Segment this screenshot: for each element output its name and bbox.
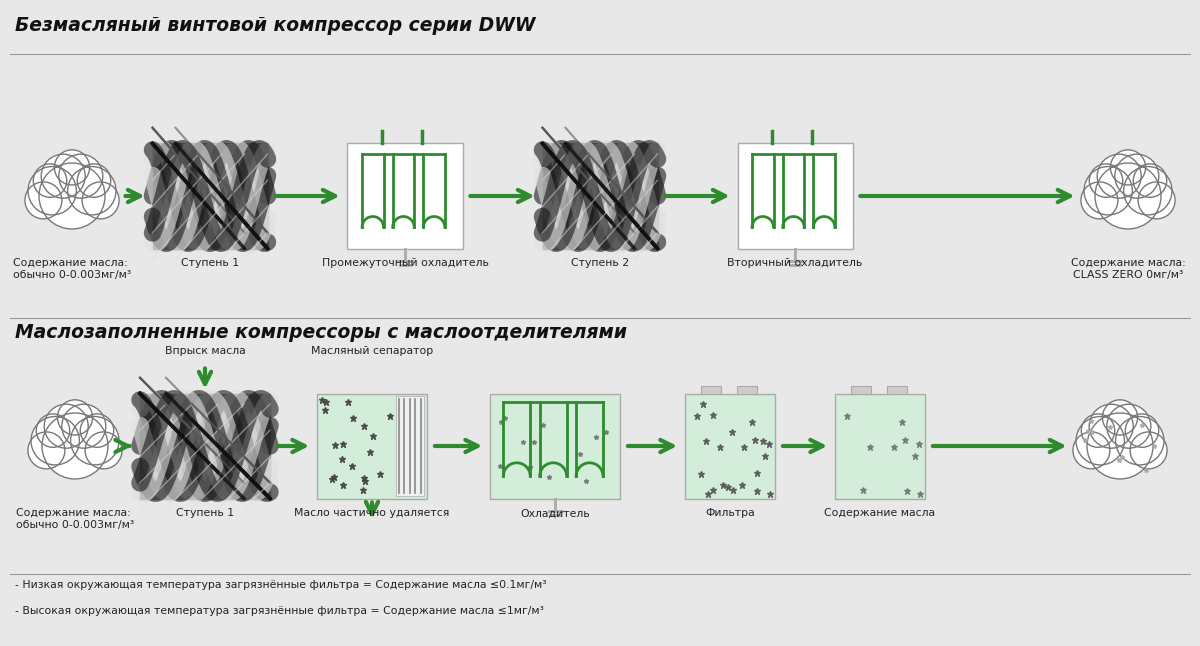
Bar [490, 393, 620, 499]
Circle shape [1087, 413, 1153, 479]
Text: Безмасляный винтовой компрессор серии DWW: Безмасляный винтовой компрессор серии DW… [14, 16, 535, 35]
Circle shape [59, 154, 103, 198]
Text: Впрыск масла: Впрыск масла [164, 346, 245, 355]
Text: Масло частично удаляется: Масло частично удаляется [294, 508, 450, 519]
Circle shape [1084, 167, 1133, 215]
Circle shape [58, 400, 92, 435]
Text: Содержание масла:
обычно 0-0.003мг/м³: Содержание масла: обычно 0-0.003мг/м³ [13, 258, 131, 280]
Bar [701, 386, 721, 393]
Bar [685, 393, 775, 499]
Circle shape [1106, 404, 1151, 448]
Circle shape [54, 150, 90, 185]
Circle shape [28, 167, 77, 215]
Bar [396, 395, 424, 496]
Text: Ступень 2: Ступень 2 [571, 258, 629, 269]
Circle shape [25, 182, 62, 219]
Text: Охладитель: Охладитель [520, 508, 590, 519]
Bar [542, 143, 658, 249]
Text: Масляный сепаратор: Масляный сепаратор [311, 346, 433, 355]
Circle shape [34, 164, 67, 197]
Bar [851, 386, 871, 393]
Text: Ступень 1: Ступень 1 [181, 258, 239, 269]
Text: Ступень 1: Ступень 1 [176, 508, 234, 519]
Text: Фильтра: Фильтра [706, 508, 755, 519]
Text: Содержание масла:
CLASS ZERO 0мг/м³: Содержание масла: CLASS ZERO 0мг/м³ [1070, 258, 1186, 280]
Circle shape [42, 413, 108, 479]
Bar [738, 143, 852, 249]
Text: Маслозаполненные компрессоры с маслоотделителями: Маслозаполненные компрессоры с маслоотде… [14, 323, 628, 342]
Circle shape [1103, 400, 1138, 435]
Circle shape [36, 414, 70, 447]
Circle shape [41, 154, 85, 198]
Circle shape [1138, 182, 1175, 219]
Circle shape [1116, 417, 1164, 465]
Circle shape [38, 163, 106, 229]
Circle shape [1076, 417, 1124, 465]
Circle shape [1123, 167, 1172, 215]
Bar [317, 393, 427, 499]
Circle shape [1097, 154, 1141, 198]
Circle shape [1081, 182, 1118, 219]
Bar [737, 386, 757, 393]
Circle shape [71, 417, 119, 465]
Circle shape [77, 164, 110, 197]
Text: - Высокая окружающая температура загрязнённые фильтра = Содержание масла ≤1мг/м³: - Высокая окружающая температура загрязн… [14, 606, 544, 616]
Circle shape [67, 167, 116, 215]
Text: Содержание масла: Содержание масла [824, 508, 936, 519]
Circle shape [82, 182, 119, 219]
Circle shape [1110, 150, 1146, 185]
Text: Вторичный охладитель: Вторичный охладитель [727, 258, 863, 269]
Circle shape [1081, 414, 1115, 447]
Bar [140, 393, 270, 499]
Circle shape [28, 432, 65, 469]
Circle shape [1133, 164, 1166, 197]
Circle shape [1096, 163, 1162, 229]
Circle shape [1126, 414, 1159, 447]
Circle shape [85, 432, 122, 469]
Circle shape [31, 417, 79, 465]
Bar [887, 386, 907, 393]
Circle shape [80, 414, 114, 447]
Bar [152, 143, 268, 249]
Circle shape [1130, 432, 1168, 469]
Circle shape [1073, 432, 1110, 469]
Circle shape [44, 404, 89, 448]
Circle shape [1090, 164, 1123, 197]
Text: Промежуточный охладитель: Промежуточный охладитель [322, 258, 488, 269]
Text: - Низкая окружающая температура загрязнённые фильтра = Содержание масла ≤0.1мг/м: - Низкая окружающая температура загрязнё… [14, 580, 546, 590]
Circle shape [1115, 154, 1159, 198]
Bar [835, 393, 925, 499]
Circle shape [62, 404, 106, 448]
Circle shape [1090, 404, 1133, 448]
Bar [348, 143, 462, 249]
Text: Содержание масла:
обычно 0-0.003мг/м³: Содержание масла: обычно 0-0.003мг/м³ [16, 508, 134, 530]
